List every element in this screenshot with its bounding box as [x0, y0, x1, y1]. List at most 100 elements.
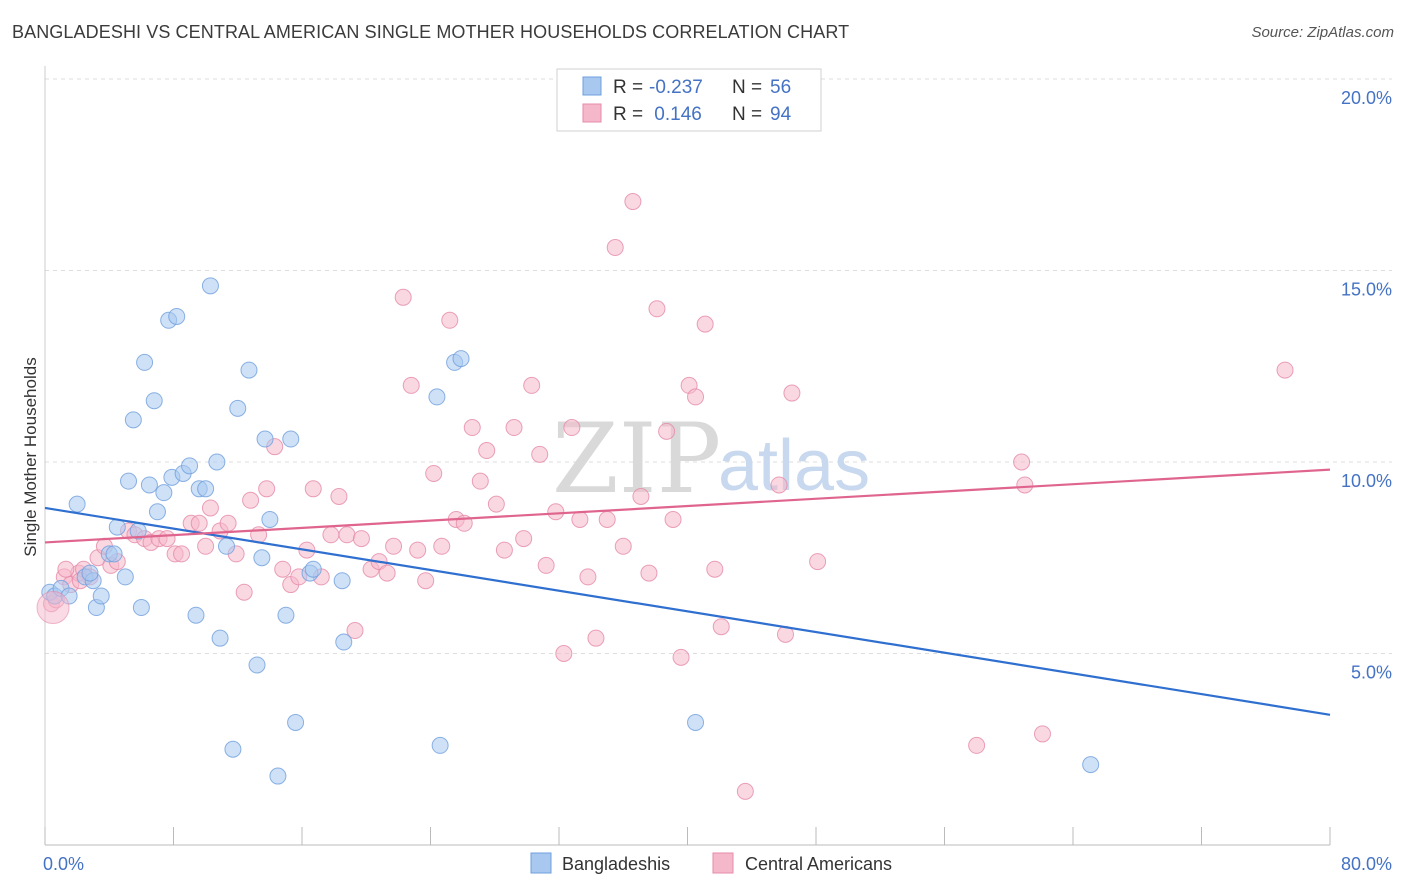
x-tick-label: 80.0%: [1341, 854, 1392, 874]
central-american-point: [409, 541, 427, 559]
central-american-point: [523, 376, 541, 394]
bangladeshi-point: [224, 740, 242, 758]
central-american-point: [1013, 453, 1031, 471]
y-tick-label: 5.0%: [1351, 663, 1392, 683]
bangladeshi-point: [92, 587, 110, 605]
bangladeshi-point: [68, 495, 86, 513]
bottom-legend-swatch-blue: [530, 852, 552, 874]
y-tick-label: 15.0%: [1341, 280, 1392, 300]
legend-swatch-blue: [582, 76, 602, 96]
bangladeshi-point: [208, 453, 226, 471]
central-american-point: [463, 419, 481, 437]
central-american-point: [1033, 725, 1051, 743]
central-american-point: [495, 541, 513, 559]
central-american-point: [425, 464, 443, 482]
bangladeshi-trend-line: [44, 506, 1331, 716]
central-american-point: [338, 526, 356, 544]
central-american-point: [809, 553, 827, 571]
central-american-point: [57, 560, 75, 578]
bangladeshi-point: [155, 484, 173, 502]
bangladeshi-point: [120, 472, 138, 490]
source-label: Source: ZipAtlas.com: [1251, 24, 1394, 41]
y-tick-label: 20.0%: [1341, 88, 1392, 108]
central-american-point: [352, 530, 370, 548]
x-tick-label: 0.0%: [43, 854, 84, 874]
central-american-point: [598, 510, 616, 528]
central-american-point: [433, 537, 451, 555]
central-american-point: [547, 503, 565, 521]
legend-n-label-1: N =: [732, 77, 762, 98]
legend-n-value-1: 56: [770, 77, 791, 98]
bangladeshi-point: [431, 736, 449, 754]
bangladeshi-point: [333, 572, 351, 590]
legend-n-label-2: N =: [732, 104, 762, 125]
legend: R = -0.237 N = 56 R = 0.146 N = 94: [556, 68, 822, 132]
bangladeshi-point: [81, 564, 99, 582]
central-american-trend-line: [44, 468, 1331, 544]
bangladeshi-point: [140, 476, 158, 494]
bangladeshi-point: [148, 503, 166, 521]
central-american-point: [968, 736, 986, 754]
central-american-point: [322, 526, 340, 544]
bangladeshi-point: [304, 560, 322, 578]
bottom-legend-label-2: Central Americans: [745, 854, 892, 874]
bangladeshi-point: [145, 392, 163, 410]
central-american-point: [1016, 476, 1034, 494]
bangladeshi-point: [452, 350, 470, 368]
trend-layer: [44, 468, 1331, 716]
central-american-point: [648, 300, 666, 318]
central-american-point: [1276, 361, 1294, 379]
central-american-point: [770, 476, 788, 494]
y-tick-label: 10.0%: [1341, 471, 1392, 491]
central-american-point: [783, 384, 801, 402]
legend-n-value-2: 94: [770, 104, 792, 125]
watermark-atlas: atlas: [718, 426, 870, 506]
central-american-point: [385, 537, 403, 555]
central-american-point: [672, 648, 690, 666]
central-american-point: [258, 480, 276, 498]
central-american-point: [242, 491, 260, 509]
central-american-point: [571, 510, 589, 528]
bangladeshi-point: [197, 480, 215, 498]
bottom-legend-label-1: Bangladeshis: [562, 854, 670, 874]
bangladeshi-point: [1082, 756, 1100, 774]
central-american-point: [394, 288, 412, 306]
legend-swatch-pink: [582, 103, 602, 123]
central-american-point: [417, 572, 435, 590]
bangladeshi-point: [261, 510, 279, 528]
bangladeshi-point: [287, 713, 305, 731]
central-american-point: [632, 487, 650, 505]
y-axis-label: Single Mother Households: [21, 357, 40, 556]
central-american-point: [531, 445, 549, 463]
legend-r-label-2: R =: [613, 104, 643, 125]
bangladeshi-point: [187, 606, 205, 624]
bangladeshi-point: [248, 656, 266, 674]
central-american-point: [614, 537, 632, 555]
central-american-point: [505, 419, 523, 437]
bangladeshi-point: [136, 353, 154, 371]
central-american-point: [563, 419, 581, 437]
central-american-point: [378, 564, 396, 582]
bangladeshi-point: [229, 399, 247, 417]
bangladeshi-point: [253, 549, 271, 567]
central-american-point: [687, 388, 705, 406]
central-american-point: [555, 645, 573, 662]
central-american-point: [235, 583, 253, 601]
bangladeshi-point: [105, 545, 123, 563]
central-american-point: [515, 530, 533, 548]
central-american-point: [624, 193, 642, 211]
central-american-point: [696, 315, 714, 333]
central-american-point: [36, 591, 70, 625]
legend-r-label-1: R =: [613, 77, 643, 98]
bangladeshi-point: [269, 767, 287, 785]
central-american-point: [606, 239, 624, 257]
central-american-point: [706, 560, 724, 578]
central-american-point: [304, 480, 322, 498]
bangladeshi-point: [256, 430, 274, 448]
bottom-legend: Bangladeshis Central Americans: [530, 852, 892, 874]
legend-r-value-1: -0.237: [649, 77, 703, 98]
central-american-point: [441, 311, 459, 329]
bangladeshi-point: [181, 457, 199, 475]
central-american-point: [274, 560, 292, 578]
